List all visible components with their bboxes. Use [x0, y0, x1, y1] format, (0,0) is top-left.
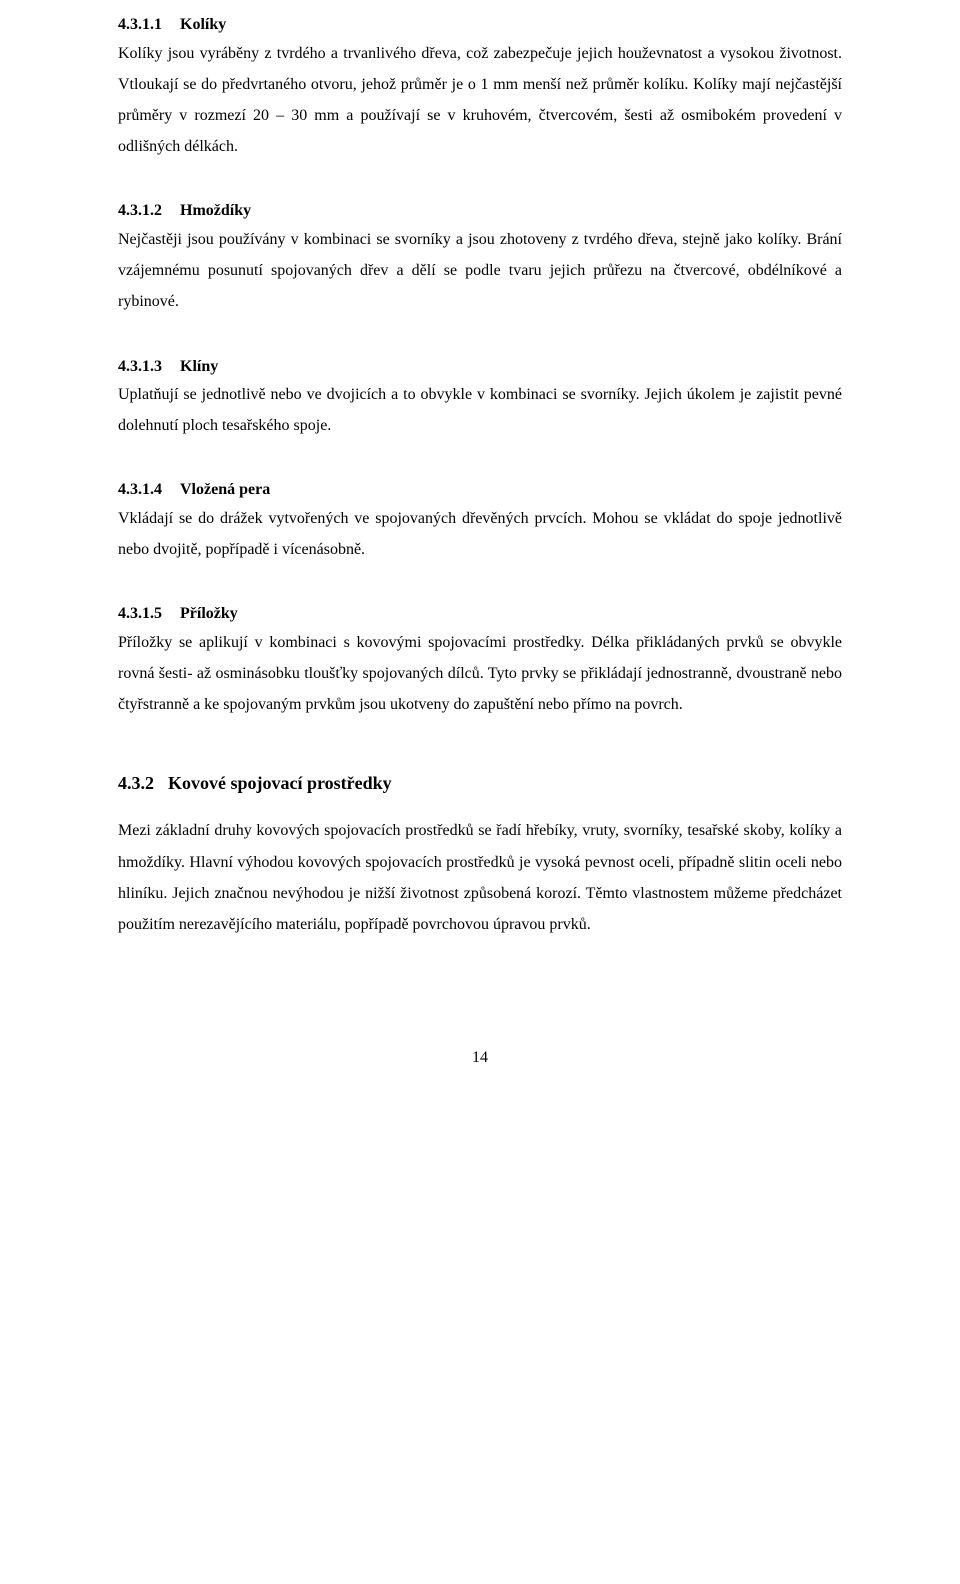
body-text: Mezi základní druhy kovových spojovacích… — [118, 815, 842, 940]
heading-title: Kovové spojovací prostředky — [168, 773, 392, 793]
heading-number: 4.3.1.1 — [118, 12, 162, 38]
heading-title: Klíny — [180, 358, 218, 375]
heading-kolicky: 4.3.1.1 Kolíky — [118, 12, 842, 38]
body-text: Kolíky jsou vyráběny z tvrdého a trvanli… — [118, 38, 842, 163]
section-4-3-1-5: 4.3.1.5 Příložky Příložky se aplikují v k… — [118, 601, 842, 720]
heading-vlozena-pera: 4.3.1.4 Vložená pera — [118, 477, 842, 503]
section-4-3-1-4: 4.3.1.4 Vložená pera Vkládají se do dráže… — [118, 477, 842, 565]
section-4-3-1-2: 4.3.1.2 Hmoždíky Nejčastěji jsou používán… — [118, 198, 842, 317]
body-text: Uplatňují se jednotlivě nebo ve dvojicíc… — [118, 379, 842, 441]
heading-prilozky: 4.3.1.5 Příložky — [118, 601, 842, 627]
section-4-3-1-3: 4.3.1.3 Klíny Uplatňují se jednotlivě neb… — [118, 354, 842, 442]
heading-kliny: 4.3.1.3 Klíny — [118, 354, 842, 380]
heading-number: 4.3.1.5 — [118, 601, 162, 627]
heading-number: 4.3.1.2 — [118, 198, 162, 224]
heading-title: Kolíky — [180, 16, 226, 33]
heading-number: 4.3.2 — [118, 769, 154, 798]
heading-title: Příložky — [180, 605, 238, 622]
heading-number: 4.3.1.3 — [118, 354, 162, 380]
page-number: 14 — [118, 1050, 842, 1066]
body-text: Příložky se aplikují v kombinaci s kovov… — [118, 627, 842, 721]
section-4-3-1-1: 4.3.1.1 Kolíky Kolíky jsou vyráběny z tvr… — [118, 12, 842, 162]
body-text: Nejčastěji jsou používány v kombinaci se… — [118, 224, 842, 318]
heading-title: Vložená pera — [180, 481, 270, 498]
body-text: Vkládají se do drážek vytvořených ve spo… — [118, 503, 842, 565]
heading-number: 4.3.1.4 — [118, 477, 162, 503]
heading-title: Hmoždíky — [180, 202, 251, 219]
section-4-3-2: 4.3.2 Kovové spojovací prostředky Mezi zá… — [118, 769, 842, 941]
heading-hmozdiky: 4.3.1.2 Hmoždíky — [118, 198, 842, 224]
heading-kovove: 4.3.2 Kovové spojovací prostředky — [118, 769, 842, 798]
